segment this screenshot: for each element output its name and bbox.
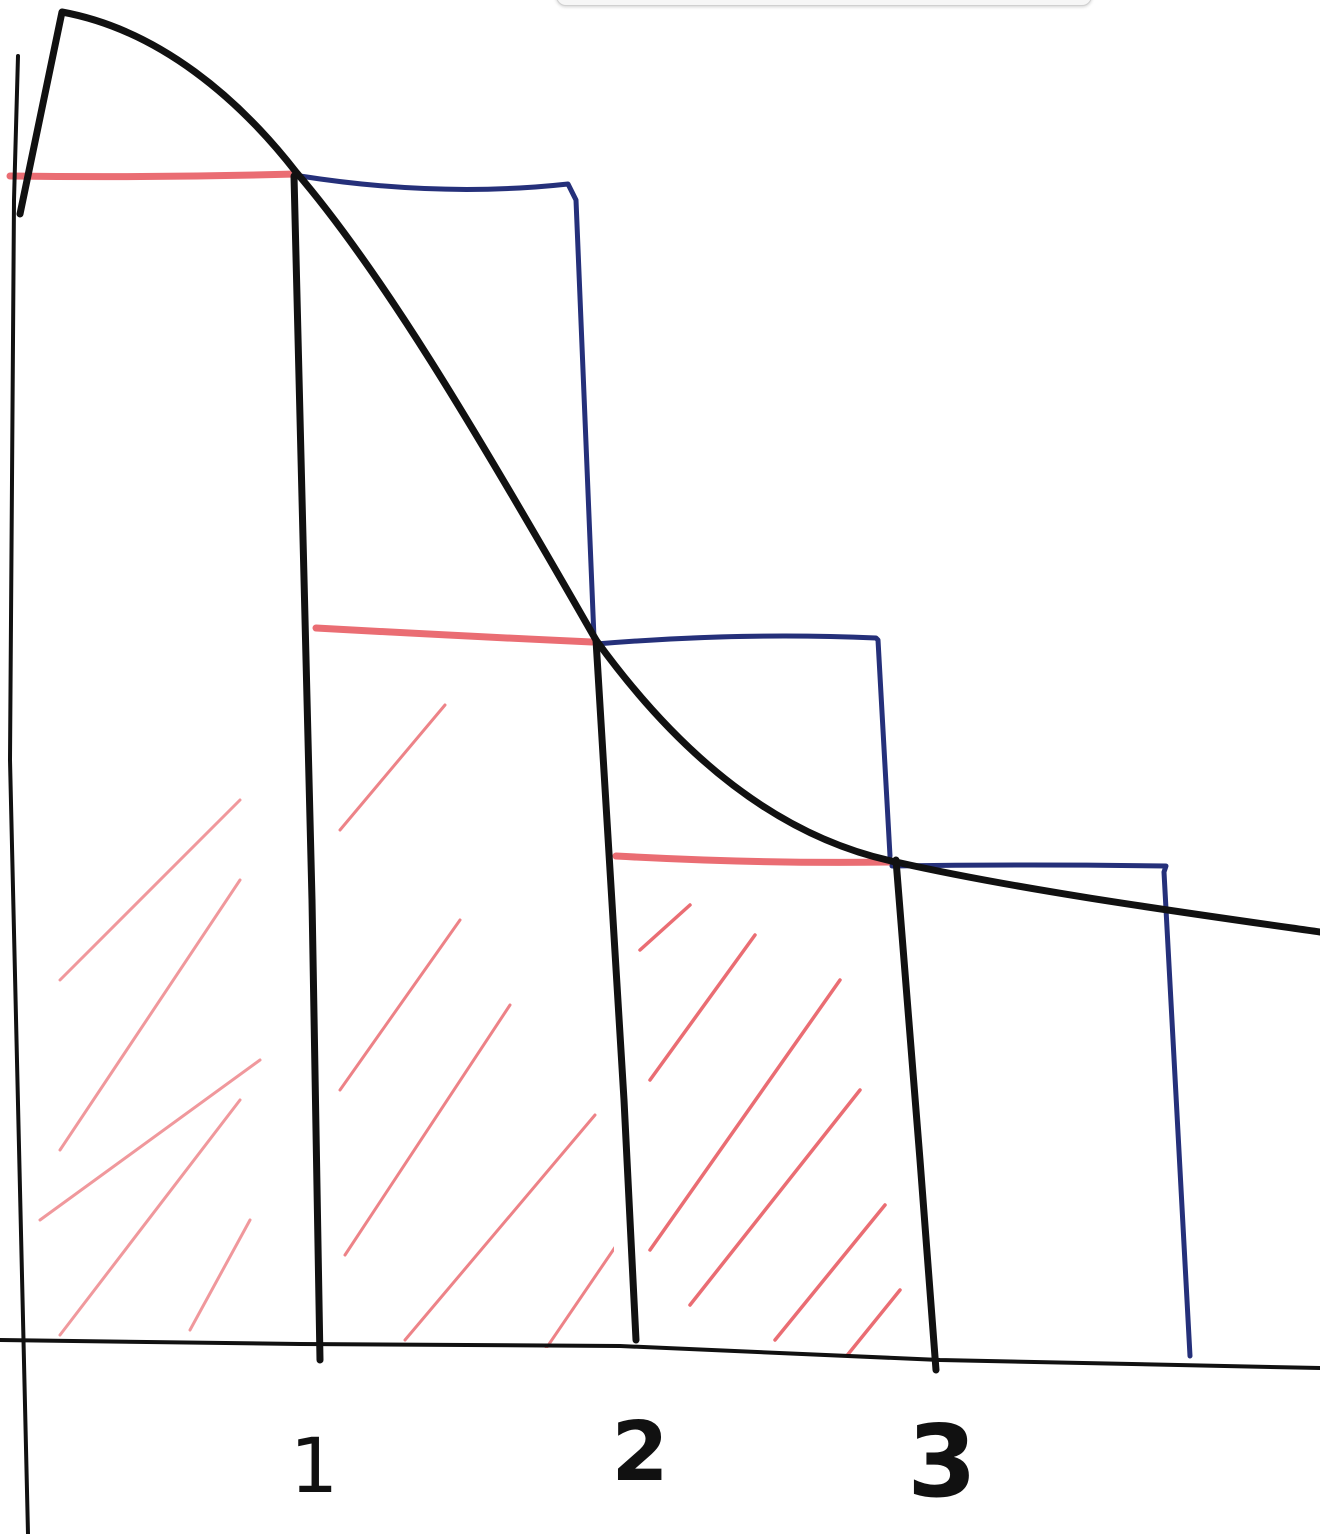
upper-rect-3 <box>889 862 1193 1359</box>
partition-lines <box>290 172 940 1374</box>
tick-label-1: 1 <box>289 1421 339 1510</box>
x-axis <box>0 1338 1320 1370</box>
upper-rectangles <box>297 173 1193 1359</box>
upper-rect-1 <box>297 173 597 641</box>
hatching-rect-3 <box>638 903 902 1356</box>
partition-x2 <box>592 636 640 1344</box>
upper-rect-2 <box>593 633 893 859</box>
hatching-rect-2 <box>338 703 614 1348</box>
tick-label-3: 3 <box>907 1403 977 1520</box>
partition-x1 <box>290 172 324 1364</box>
hatching-rect-1 <box>38 798 262 1337</box>
lower-rect-top-3 <box>612 852 896 866</box>
function-curve <box>16 8 1320 936</box>
tick-label-2: 2 <box>611 1405 669 1500</box>
partition-x3 <box>892 856 940 1374</box>
axes <box>0 54 1320 1534</box>
y-axis <box>7 54 30 1534</box>
lower-rectangles <box>6 170 896 866</box>
lower-rect-top-1 <box>6 170 300 181</box>
lower-rect-top-2 <box>312 624 596 646</box>
